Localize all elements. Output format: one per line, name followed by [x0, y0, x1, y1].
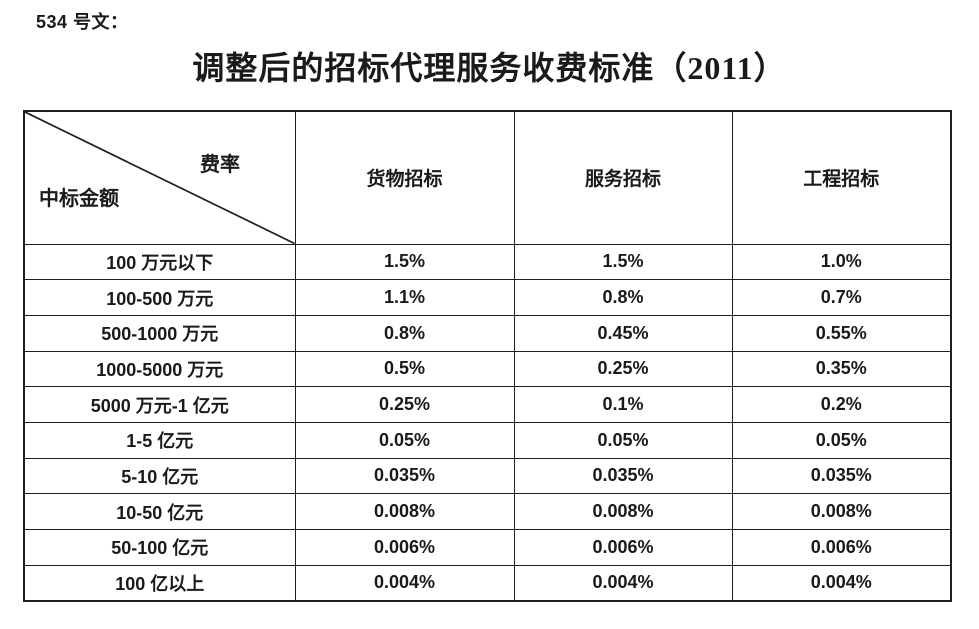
rate-engineering: 0.004%: [731, 564, 952, 602]
corner-label-amount: 中标金额: [39, 188, 119, 210]
amount-range: 5-10 亿元: [23, 457, 296, 495]
rate-goods: 0.035%: [294, 457, 515, 495]
table-row: 5-10 亿元 0.035% 0.035% 0.035%: [23, 457, 952, 495]
rate-goods: 0.004%: [294, 564, 515, 602]
rate-services: 0.035%: [513, 457, 733, 495]
rate-goods: 0.05%: [294, 421, 515, 459]
rate-engineering: 0.55%: [731, 314, 952, 352]
rate-services: 0.8%: [513, 279, 733, 316]
rate-goods: 0.25%: [294, 386, 515, 423]
table-row: 100-500 万元 1.1% 0.8% 0.7%: [23, 279, 952, 316]
rate-engineering: 0.05%: [731, 421, 952, 459]
rate-services: 0.45%: [513, 314, 733, 352]
column-header-services: 服务招标: [513, 110, 733, 245]
page-title: 调整后的招标代理服务收费标准（2011）: [192, 50, 787, 86]
amount-range: 100 万元以下: [23, 243, 296, 281]
corner-label-rate: 费率: [200, 154, 240, 176]
table-row: 50-100 亿元 0.006% 0.006% 0.006%: [23, 529, 952, 566]
rate-goods: 0.5%: [294, 350, 515, 388]
diagonal-corner-cell: 费率 中标金额: [23, 110, 296, 245]
table-row: 100 亿以上 0.004% 0.004% 0.004%: [23, 564, 952, 602]
amount-range: 50-100 亿元: [23, 529, 296, 566]
amount-range: 5000 万元-1 亿元: [23, 386, 296, 423]
rate-engineering: 0.35%: [731, 350, 952, 388]
rate-services: 0.1%: [513, 386, 733, 423]
amount-range: 1000-5000 万元: [23, 350, 296, 388]
column-header-goods: 货物招标: [294, 110, 515, 245]
table-row: 100 万元以下 1.5% 1.5% 1.0%: [23, 243, 952, 281]
table-row: 10-50 亿元 0.008% 0.008% 0.008%: [23, 493, 952, 530]
rate-engineering: 0.008%: [731, 493, 952, 530]
rate-services: 0.05%: [513, 421, 733, 459]
rate-engineering: 0.006%: [731, 529, 952, 566]
table-row: 1-5 亿元 0.05% 0.05% 0.05%: [23, 421, 952, 459]
rate-engineering: 0.7%: [731, 279, 952, 316]
table-header-row: 费率 中标金额 货物招标 服务招标 工程招标: [23, 110, 952, 245]
diagonal-line: [25, 112, 295, 244]
amount-range: 100 亿以上: [23, 564, 296, 602]
amount-range: 1-5 亿元: [23, 421, 296, 459]
table-row: 1000-5000 万元 0.5% 0.25% 0.35%: [23, 350, 952, 388]
amount-range: 500-1000 万元: [23, 314, 296, 352]
rate-goods: 1.5%: [294, 243, 515, 281]
rate-goods: 0.008%: [294, 493, 515, 530]
rate-engineering: 1.0%: [731, 243, 952, 281]
rate-goods: 0.8%: [294, 314, 515, 352]
amount-range: 100-500 万元: [23, 279, 296, 316]
rate-engineering: 0.2%: [731, 386, 952, 423]
rate-services: 1.5%: [513, 243, 733, 281]
rate-services: 0.004%: [513, 564, 733, 602]
amount-range: 10-50 亿元: [23, 493, 296, 530]
rate-services: 0.008%: [513, 493, 733, 530]
table-row: 500-1000 万元 0.8% 0.45% 0.55%: [23, 314, 952, 352]
rate-services: 0.006%: [513, 529, 733, 566]
rate-goods: 1.1%: [294, 279, 515, 316]
table-row: 5000 万元-1 亿元 0.25% 0.1% 0.2%: [23, 386, 952, 423]
rate-engineering: 0.035%: [731, 457, 952, 495]
rate-goods: 0.006%: [294, 529, 515, 566]
column-header-engineering: 工程招标: [731, 110, 952, 245]
rate-services: 0.25%: [513, 350, 733, 388]
doc-number-label: 534 号文：: [36, 12, 129, 32]
fee-standard-table: 费率 中标金额 货物招标 服务招标 工程招标 100 万元以下 1.5% 1.5…: [23, 110, 952, 602]
